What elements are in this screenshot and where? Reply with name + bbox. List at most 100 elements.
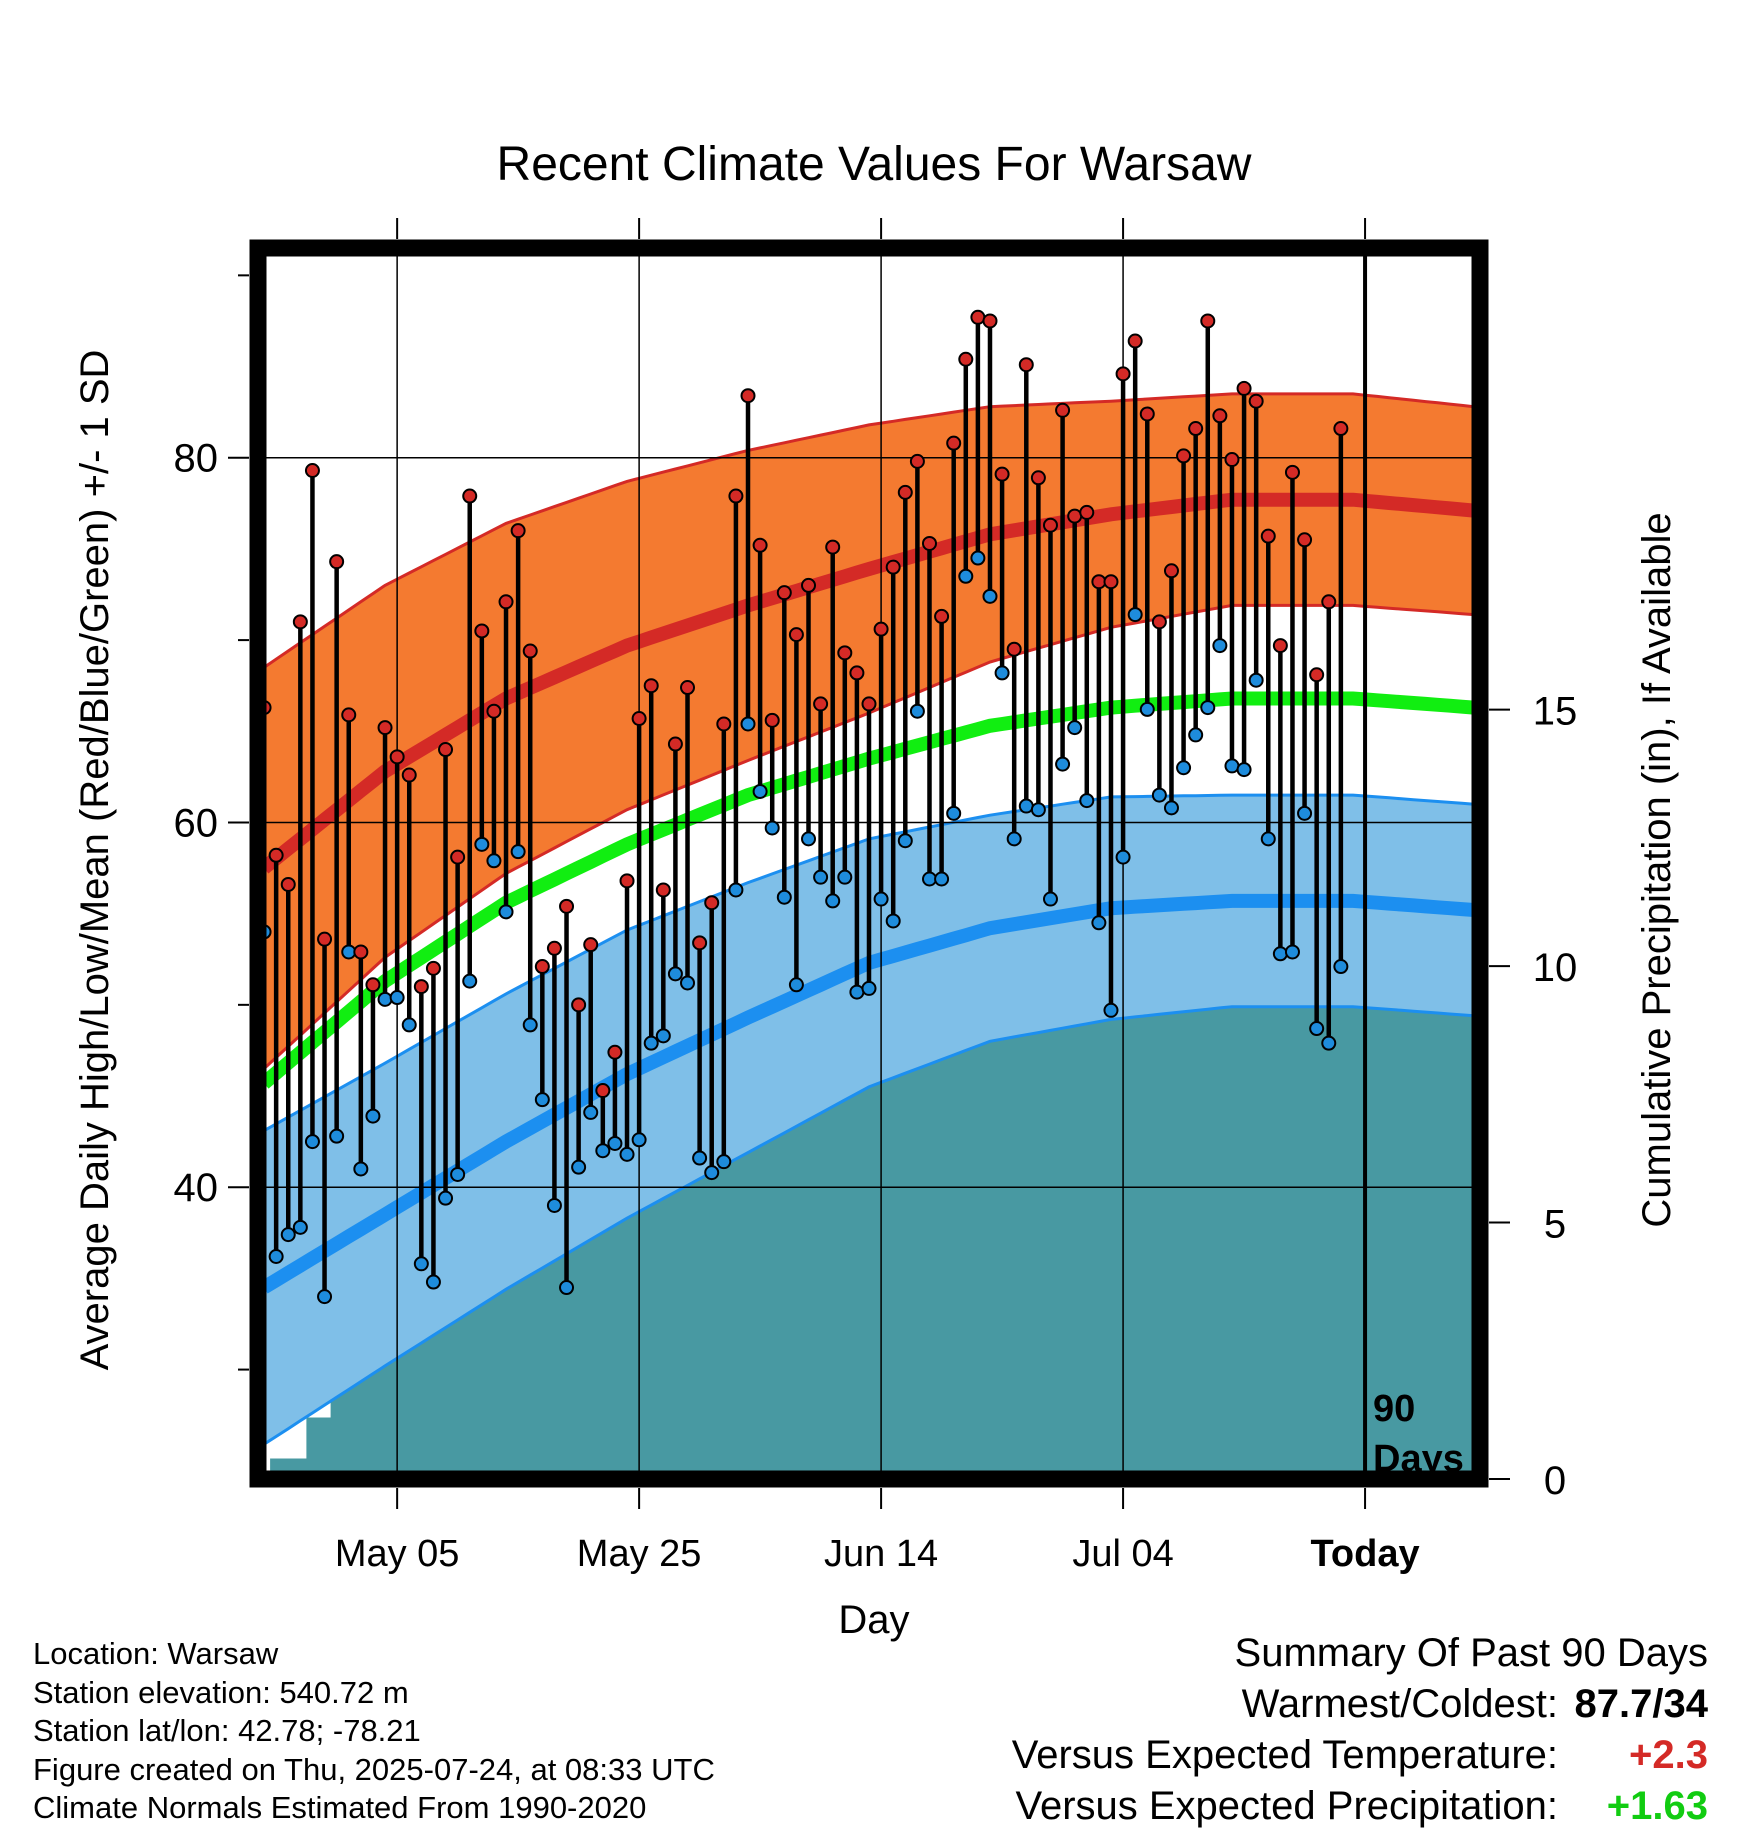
daily-low-point bbox=[450, 1166, 466, 1182]
daily-high-point bbox=[486, 703, 502, 719]
daily-low-point bbox=[837, 869, 853, 885]
daily-low-point bbox=[329, 1128, 345, 1144]
daily-low-point bbox=[1333, 959, 1349, 975]
daily-high-point bbox=[365, 977, 381, 993]
daily-high-point bbox=[425, 960, 441, 976]
high-sd-band bbox=[264, 393, 1474, 1069]
daily-high-point bbox=[970, 309, 986, 325]
daily-low-point bbox=[1248, 672, 1264, 688]
daily-low-point bbox=[934, 871, 950, 887]
daily-low-point bbox=[1151, 787, 1167, 803]
daily-high-point bbox=[1030, 470, 1046, 486]
daily-low-point bbox=[353, 1161, 369, 1177]
low-sd-band bbox=[264, 795, 1474, 1445]
daily-low-point bbox=[1103, 1002, 1119, 1018]
daily-high-point bbox=[897, 484, 913, 500]
daily-high-point bbox=[571, 997, 587, 1013]
daily-high-point bbox=[934, 608, 950, 624]
daily-high-point bbox=[1260, 528, 1276, 544]
chart-title: Recent Climate Values For Warsaw bbox=[497, 138, 1252, 191]
daily-low-point bbox=[764, 820, 780, 836]
daily-high-point bbox=[1309, 667, 1325, 683]
x-tick-label: Jul 04 bbox=[1072, 1533, 1173, 1575]
daily-low-point bbox=[982, 588, 998, 604]
daily-low-point bbox=[438, 1190, 454, 1206]
daily-high-point bbox=[1297, 532, 1313, 548]
daily-high-point bbox=[353, 944, 369, 960]
temp-label: Versus Expected Temperature: bbox=[1011, 1733, 1558, 1777]
summary-heading-text: Summary Of Past 90 Days bbox=[1234, 1631, 1708, 1675]
daily-high-point bbox=[631, 711, 647, 727]
high-upper-edge bbox=[263, 392, 1475, 669]
daily-high-point bbox=[752, 537, 768, 553]
normals-note-text: Climate Normals Estimated From 1990-2020 bbox=[33, 1790, 647, 1825]
daily-high-point bbox=[1055, 402, 1071, 418]
daily-low-point bbox=[1042, 891, 1058, 907]
daily-low-point bbox=[619, 1146, 635, 1162]
daily-high-point bbox=[982, 313, 998, 329]
daily-high-point bbox=[1333, 421, 1349, 437]
daily-high-point bbox=[1272, 638, 1288, 654]
daily-high-point bbox=[1127, 333, 1143, 349]
daily-high-point bbox=[389, 749, 405, 765]
daily-low-point bbox=[1321, 1035, 1337, 1051]
daily-low-point bbox=[958, 568, 974, 584]
daily-high-point bbox=[740, 388, 756, 404]
daily-high-point bbox=[728, 488, 744, 504]
precip-label: Versus Expected Precipitation: bbox=[1015, 1784, 1558, 1828]
daily-low-point bbox=[317, 1289, 333, 1305]
daily-high-point bbox=[1188, 421, 1204, 437]
daily-low-point bbox=[1188, 727, 1204, 743]
daily-low-point bbox=[389, 990, 405, 1006]
daily-high-point bbox=[764, 712, 780, 728]
y2-tick-label: 10 bbox=[1533, 946, 1578, 990]
daily-high-point bbox=[1284, 464, 1300, 480]
daily-low-point bbox=[1115, 849, 1131, 865]
y-tick-label: 60 bbox=[174, 801, 219, 845]
daily-high-point bbox=[522, 643, 538, 659]
daily-low-point bbox=[1139, 701, 1155, 717]
daily-high-point bbox=[643, 678, 659, 694]
daily-low-point bbox=[1260, 831, 1276, 847]
daily-low-point bbox=[909, 703, 925, 719]
daily-low-point bbox=[1284, 944, 1300, 960]
daily-low-point bbox=[692, 1150, 708, 1166]
daily-high-point bbox=[304, 462, 320, 478]
daily-low-point bbox=[946, 805, 962, 821]
daily-high-point bbox=[377, 720, 393, 736]
daily-high-point bbox=[462, 488, 478, 504]
elevation-text: Station elevation: 540.72 m bbox=[33, 1674, 409, 1710]
daily-low-point bbox=[728, 882, 744, 898]
daily-high-point bbox=[510, 523, 526, 539]
daily-high-point bbox=[583, 937, 599, 953]
daily-low-point bbox=[970, 550, 986, 566]
daily-high-point bbox=[1176, 448, 1192, 464]
daily-low-point bbox=[861, 980, 877, 996]
daily-low-point bbox=[401, 1017, 417, 1033]
daily-low-point bbox=[1067, 720, 1083, 736]
daily-low-point bbox=[377, 991, 393, 1007]
daily-low-point bbox=[1309, 1021, 1325, 1037]
daily-high-point bbox=[1091, 574, 1107, 590]
daily-high-point bbox=[280, 876, 296, 892]
summary-warmest-row: Warmest/Coldest: 87.7/34 bbox=[1012, 1679, 1708, 1730]
daily-high-point bbox=[655, 882, 671, 898]
daily-high-point bbox=[921, 535, 937, 551]
summary-precip-row: Versus Expected Precipitation: +1.63 bbox=[1012, 1781, 1708, 1832]
daily-high-point bbox=[1212, 408, 1228, 424]
daily-high-point bbox=[667, 736, 683, 752]
daily-low-point bbox=[1272, 946, 1288, 962]
daily-high-point bbox=[946, 435, 962, 451]
daily-high-point bbox=[994, 466, 1010, 482]
daily-low-point bbox=[474, 836, 490, 852]
x-tick-label: Today bbox=[1311, 1533, 1420, 1575]
daily-high-point bbox=[329, 554, 345, 570]
daily-low-point bbox=[304, 1134, 320, 1150]
daily-high-point bbox=[317, 931, 333, 947]
daily-low-point bbox=[1006, 831, 1022, 847]
daily-high-point bbox=[292, 614, 308, 630]
daily-low-point bbox=[631, 1132, 647, 1148]
daily-low-point bbox=[1212, 638, 1228, 654]
x-axis-label: Day bbox=[838, 1598, 909, 1642]
precip-value: +1.63 bbox=[1606, 1784, 1708, 1828]
